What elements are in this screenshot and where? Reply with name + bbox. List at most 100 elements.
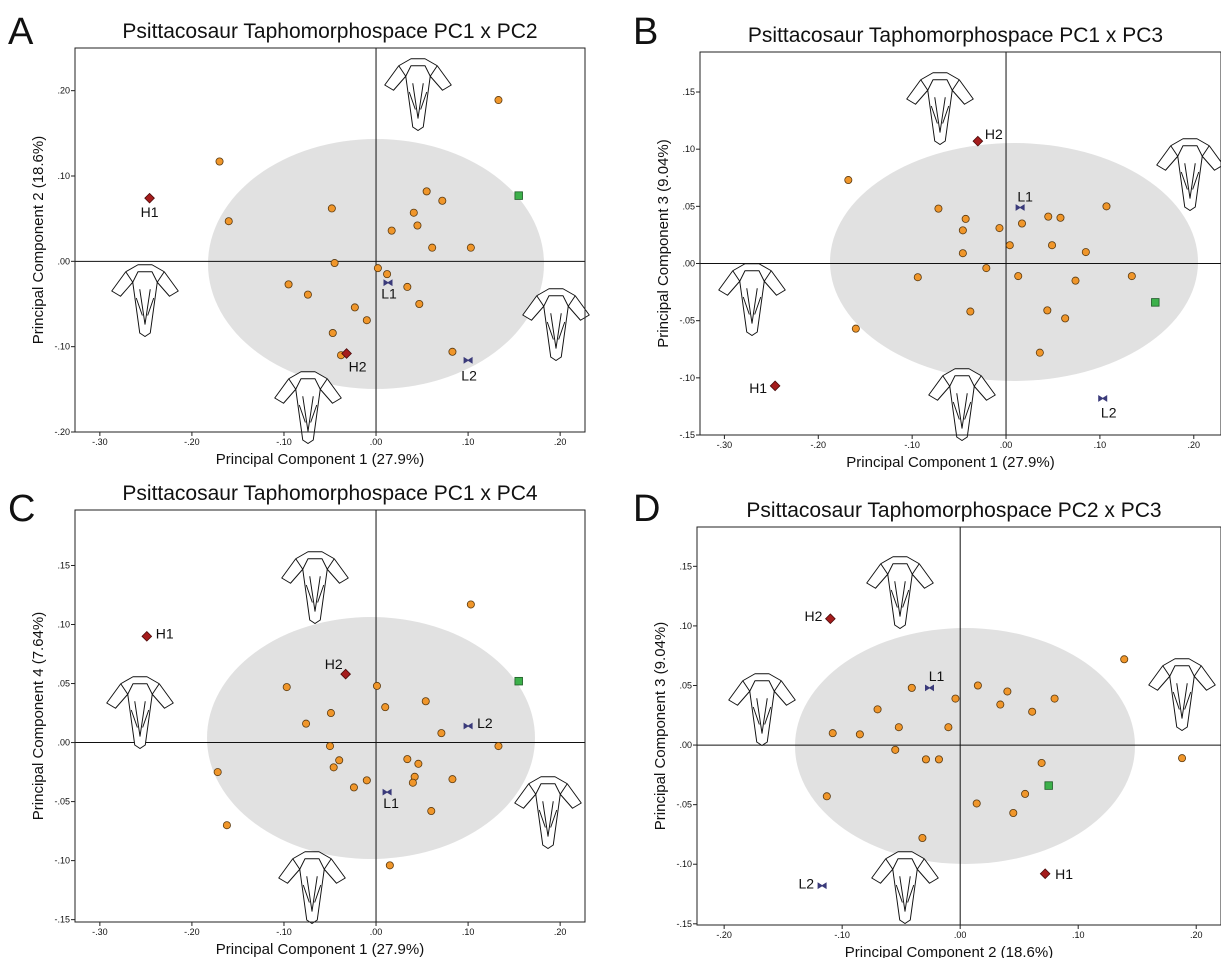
specimen-point [855,730,864,739]
panel-letter: D [633,488,660,530]
y-tick-label: -.10 [54,856,70,866]
x-tick-label: .20 [1190,930,1203,940]
specimen-label: L2 [1101,404,1117,420]
specimen-label: H2 [325,656,343,672]
specimen-point [335,756,344,765]
skull-drawing [728,673,796,746]
specimen-label: H2 [804,608,822,624]
confidence-ellipse [830,143,1198,381]
y-tick-label: .15 [682,87,695,97]
specimen-point [514,676,523,686]
y-tick-label: .10 [679,621,692,631]
specimen-point [934,755,943,764]
specimen-point [1061,314,1070,323]
specimen-point [973,681,982,690]
plot-frame [696,526,1221,926]
specimen-point [340,668,352,680]
specimen-point [958,226,967,235]
x-tick-label: -.20 [811,440,827,450]
specimen-point [822,792,831,801]
y-tick-label: -.15 [54,915,70,925]
x-axis-label: Principal Component 2 (18.6%) [845,944,1053,958]
panel-letter: B [633,11,658,53]
x-tick-label: .00 [370,927,383,937]
specimen-point [1014,272,1023,281]
chart-title: Psittacosaur Taphomorphospace PC1 x PC4 [122,482,537,505]
x-tick-label: -.30 [717,440,733,450]
specimen-point [907,683,916,692]
specimen-point [1048,241,1057,250]
specimen-point [1015,204,1025,211]
skull-drawing [514,776,582,849]
specimen-point [341,348,352,359]
specimen-point [891,745,900,754]
specimen-point [409,208,418,217]
y-tick-label: .00 [682,259,695,269]
chart-title: Psittacosaur Taphomorphospace PC1 x PC2 [122,20,537,43]
specimen-point [381,703,390,712]
x-tick-label: -.10 [834,930,850,940]
specimen-point [951,694,960,703]
specimen-label: H2 [985,126,1003,142]
specimen-point [1003,687,1012,696]
specimen-point [913,273,922,282]
x-tick-label: -.20 [716,930,732,940]
y-tick-label: -.15 [679,430,695,440]
y-tick-label: .15 [679,561,692,571]
specimen-point [328,329,337,338]
specimen-point [466,243,475,252]
specimen-label: L2 [477,715,493,731]
specimen-point [966,307,975,316]
y-axis-label: Principal Component 4 (7.64%) [30,612,47,820]
specimen-point [1005,241,1014,250]
y-tick-label: .00 [57,738,70,748]
x-axis-label: Principal Component 1 (27.9%) [846,454,1054,471]
specimen-point [1044,781,1053,790]
x-tick-label: -.10 [276,927,292,937]
skull-drawing [111,264,179,337]
specimen-point [437,729,446,738]
x-tick-label: -.20 [184,927,200,937]
y-tick-label: -.05 [676,800,692,810]
y-tick-label: -.10 [676,859,692,869]
specimen-point [383,279,393,287]
specimen-point [1120,655,1129,664]
x-tick-label: .20 [554,927,567,937]
specimen-point [1044,212,1053,221]
specimen-point [372,681,381,690]
specimen-point [213,768,222,777]
specimen-point [924,684,934,692]
specimen-point [1151,298,1160,307]
y-axis-label: Principal Component 2 (18.6%) [30,136,47,344]
specimen-label: L1 [381,286,397,302]
specimen-label: L1 [383,795,399,811]
x-tick-label: .00 [1000,440,1013,450]
specimen-point [1081,248,1090,257]
panel-letter: C [8,488,35,530]
specimen-point [982,264,991,273]
specimen-point [284,280,293,289]
plot-frame [74,509,586,923]
specimen-point [824,613,836,625]
specimen-point [413,221,422,230]
specimen-point [844,176,853,185]
specimen-point [403,755,412,764]
specimen-label: L2 [799,876,815,892]
specimen-point [1056,213,1065,222]
specimen-point [873,705,882,714]
specimen-point [769,380,781,392]
x-tick-label: .00 [370,437,383,447]
specimen-point [144,192,155,204]
specimen-point [851,324,860,333]
specimen-point [215,157,224,166]
specimen-label: H2 [349,358,367,374]
y-tick-label: .10 [682,144,695,154]
specimen-point [934,204,943,213]
specimen-point [428,243,437,252]
specimen-point [1043,306,1052,315]
specimen-point [1127,272,1136,281]
specimen-point [817,882,827,890]
specimen-label: L2 [461,367,477,383]
specimen-point [944,723,953,732]
